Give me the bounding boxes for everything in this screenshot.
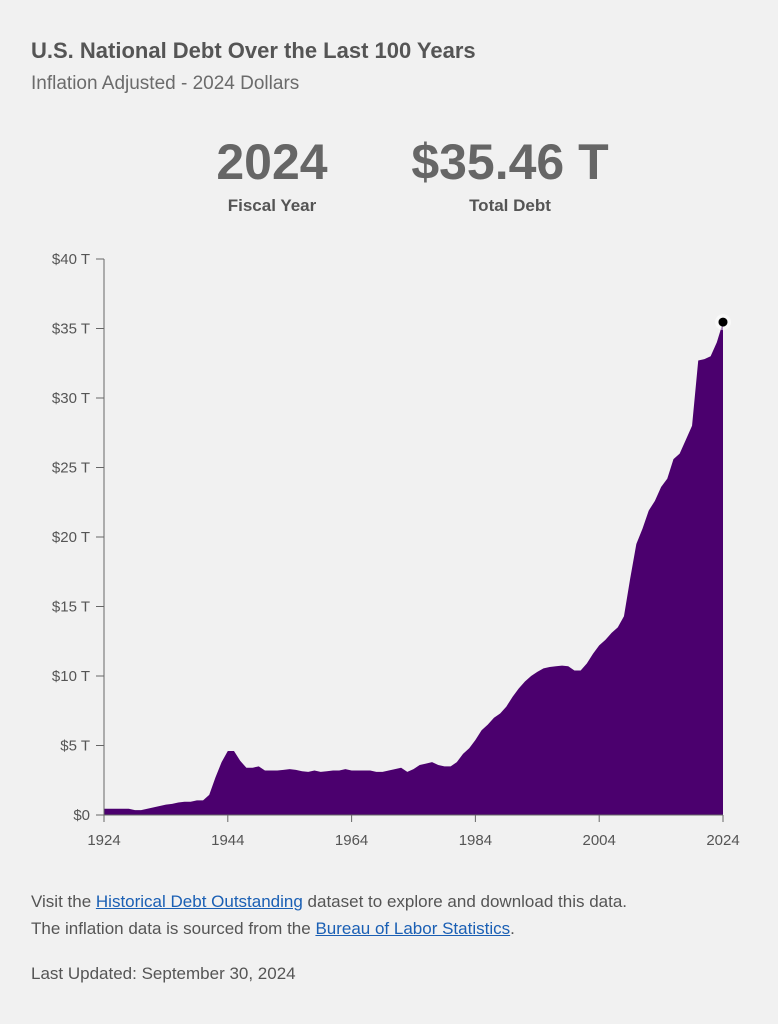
highlight-point <box>718 317 728 327</box>
y-tick-label: $10 T <box>52 668 90 685</box>
y-tick-label: $0 <box>73 807 90 824</box>
footer-text: Visit the <box>31 892 96 911</box>
y-tick-label: $35 T <box>52 321 90 338</box>
kpi-year-value: 2024 <box>216 134 328 190</box>
y-tick-label: $25 T <box>52 460 90 477</box>
bls-link[interactable]: Bureau of Labor Statistics <box>315 919 511 938</box>
footer-text: The inflation data is sourced from the <box>31 919 316 938</box>
x-tick-label: 2024 <box>706 832 739 849</box>
y-tick-label: $15 T <box>52 599 90 616</box>
y-tick-label: $30 T <box>52 390 90 407</box>
x-tick-label: 2004 <box>583 832 616 849</box>
last-updated: Last Updated: September 30, 2024 <box>31 964 296 983</box>
kpi-debt-value: $35.46 T <box>411 134 609 190</box>
kpi-year-label: Fiscal Year <box>227 196 317 215</box>
footer-note: Visit the Historical Debt Outstanding da… <box>31 888 751 942</box>
debt-area <box>104 322 723 815</box>
y-tick-label: $40 T <box>52 251 90 268</box>
chart-title: U.S. National Debt Over the Last 100 Yea… <box>31 38 476 63</box>
x-tick-label: 1944 <box>211 832 244 849</box>
debt-area-chart[interactable]: $0 $5 T $10 T $15 T $20 T $25 T $30 T $35 T $40 … <box>0 240 778 870</box>
historical-debt-link[interactable]: Historical Debt Outstanding <box>95 892 303 911</box>
x-tick-label: 1924 <box>87 832 120 849</box>
y-tick-label: $5 T <box>60 738 90 755</box>
kpi-debt-label: Total Debt <box>469 196 551 215</box>
x-tick-label: 1984 <box>459 832 492 849</box>
footer-line-2: The inflation data is sourced from the B… <box>31 915 751 942</box>
kpi-fiscal-year: 2024 Fiscal Year <box>205 134 339 216</box>
x-tick-label: 1964 <box>335 832 368 849</box>
footer-line-1: Visit the Historical Debt Outstanding da… <box>31 888 751 915</box>
footer-text: dataset to explore and download this dat… <box>302 892 627 911</box>
kpi-total-debt: $35.46 T Total Debt <box>395 134 625 216</box>
footer-text: . <box>510 919 515 938</box>
chart-subtitle: Inflation Adjusted - 2024 Dollars <box>31 73 300 94</box>
y-tick-label: $20 T <box>52 529 90 546</box>
